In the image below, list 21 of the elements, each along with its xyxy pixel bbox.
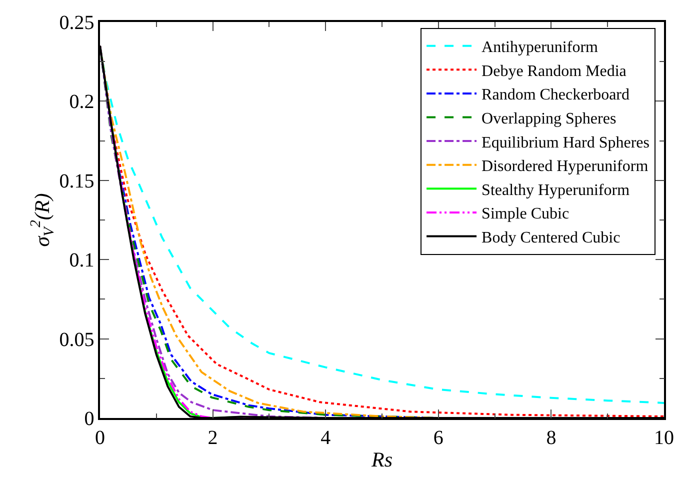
legend-label: Body Centered Cubic (482, 229, 620, 246)
legend-label: Overlapping Spheres (482, 110, 616, 128)
legend-label: Antihyperuniform (482, 39, 599, 56)
x-tick-label: 4 (320, 426, 331, 449)
x-tick-label: 10 (654, 426, 674, 449)
y-tick-label: 0.1 (69, 250, 94, 272)
legend-label: Debye Random Media (482, 62, 626, 80)
y-tick-label: 0.25 (59, 12, 94, 34)
y-tick-label: 0.2 (69, 91, 94, 114)
legend-label: Random Checkerboard (482, 86, 630, 104)
x-tick-label: 8 (546, 426, 556, 449)
legend-label: Simple Cubic (482, 206, 570, 223)
y-tick-label: 0 (84, 408, 94, 430)
x-axis-title: Rs (370, 447, 392, 472)
legend-label: Equilibrium Hard Spheres (482, 134, 650, 152)
y-tick-label: 0.05 (59, 328, 94, 351)
legend-label: Stealthy Hyperuniform (482, 182, 630, 199)
x-tick-label: 2 (208, 426, 218, 449)
legend-label: Disordered Hyperuniform (482, 158, 649, 176)
y-tick-label: 0.15 (59, 170, 94, 192)
x-tick-label: 6 (433, 426, 444, 449)
